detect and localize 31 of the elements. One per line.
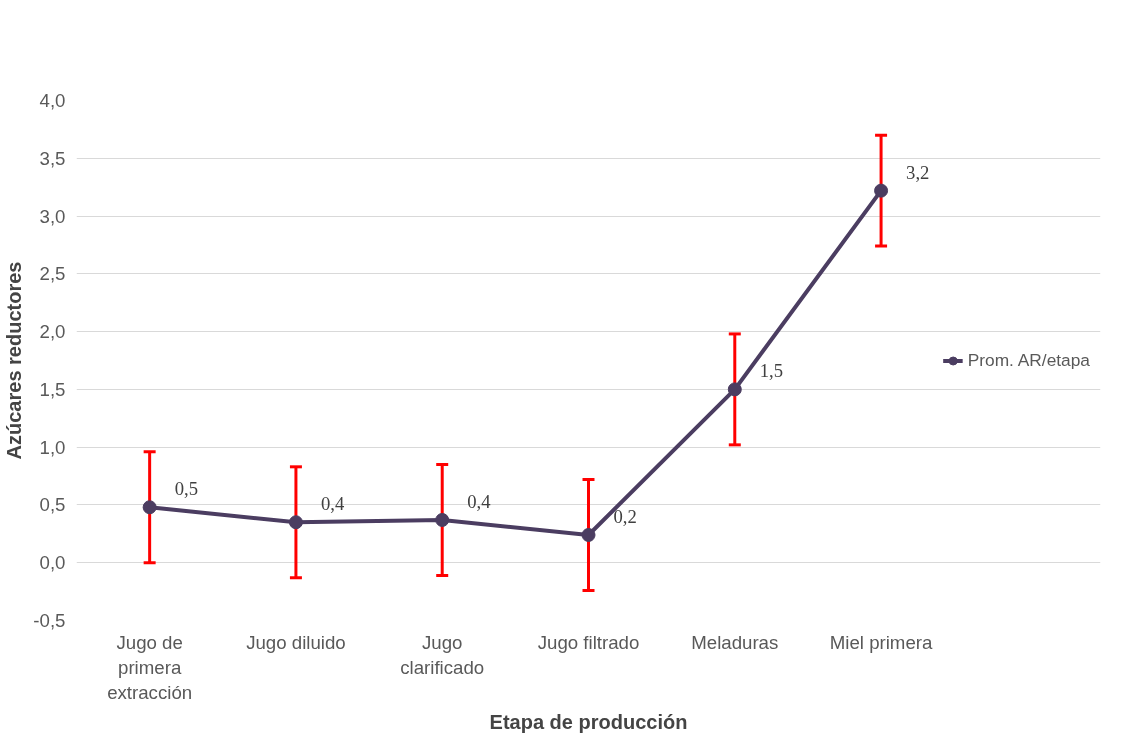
data-label: 3,2 xyxy=(906,161,930,183)
y-tick-label: 4,0 xyxy=(39,90,66,111)
y-tick-label: 1,0 xyxy=(39,436,66,458)
y-tick-label: 0,0 xyxy=(39,552,66,574)
y-tick-label: 3,0 xyxy=(39,205,66,227)
x-tick-label: Jugo clarificado xyxy=(400,631,485,678)
y-tick-label: 2,0 xyxy=(39,321,66,343)
point xyxy=(435,512,450,527)
point xyxy=(142,500,157,515)
x-tick-label: Jugo diluido xyxy=(246,631,346,653)
x-tick-label: Jugo filtrado xyxy=(537,631,640,653)
x-tick-label: Jugo de primera extracción xyxy=(107,631,193,703)
point xyxy=(581,528,596,542)
y-tick-label: -0,5 xyxy=(33,610,66,631)
data-label: 0,2 xyxy=(613,505,637,527)
x-tick-label: Meladuras xyxy=(691,631,779,653)
y-axis-title: Azúcares reductores xyxy=(3,261,26,460)
data-label: 1,5 xyxy=(759,360,784,382)
point xyxy=(288,515,303,530)
data-label: 0,4 xyxy=(467,490,492,512)
x-axis-title: Etapa de producción xyxy=(489,710,688,733)
point xyxy=(874,183,889,198)
legend-label: Prom. AR/etapa xyxy=(967,349,1090,371)
y-tick-label: 1,5 xyxy=(39,378,66,400)
data-label: 0,4 xyxy=(320,493,345,515)
x-tick-label: Miel primera xyxy=(829,631,934,653)
y-tick-label: 2,5 xyxy=(39,263,66,285)
point xyxy=(727,382,742,397)
data-label: 0,5 xyxy=(174,478,198,500)
y-tick-label: 0,5 xyxy=(39,494,66,516)
y-tick-label: 3,5 xyxy=(39,147,66,169)
